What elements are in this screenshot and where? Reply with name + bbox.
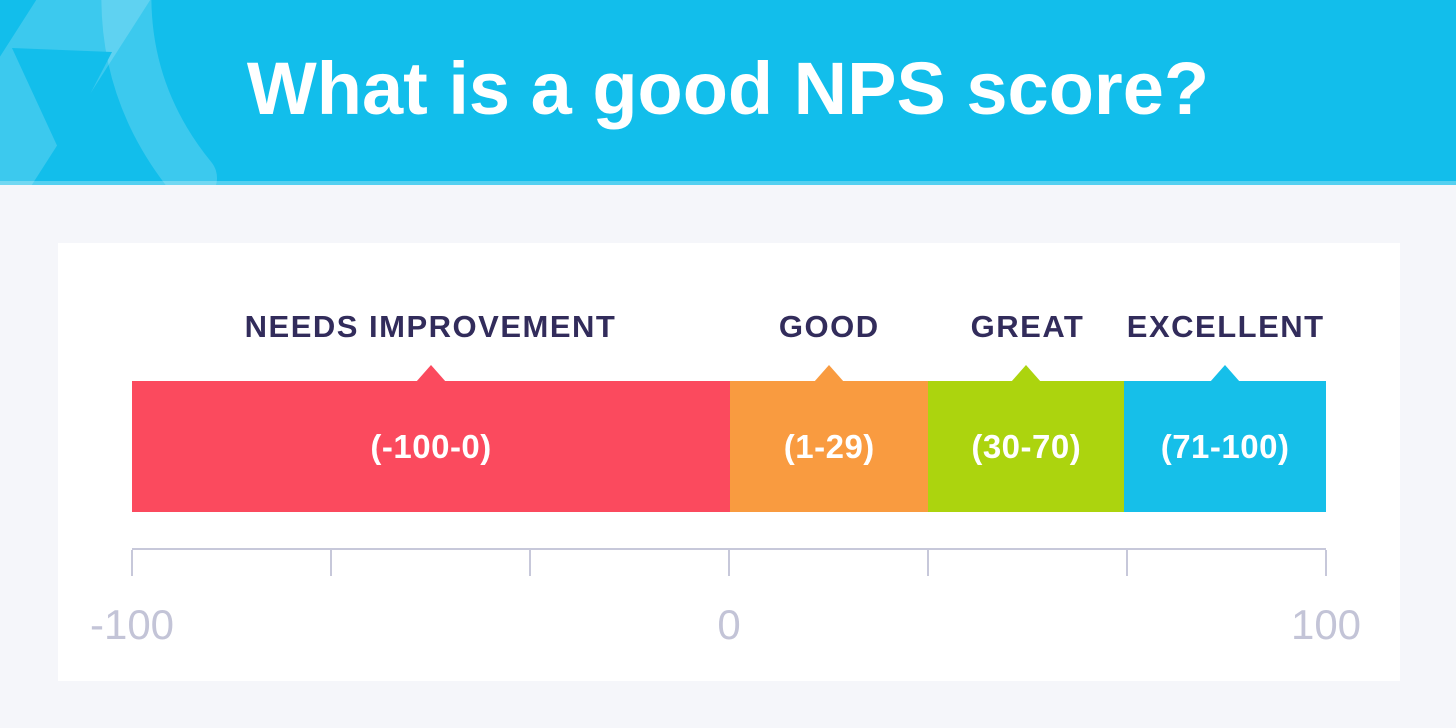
pointer-up-icon: [416, 365, 447, 382]
segment-range-label: (1-29): [783, 427, 875, 465]
pointer-up-icon: [814, 365, 845, 382]
axis-tick: [131, 550, 133, 576]
axis-label-zero: 0: [717, 601, 741, 648]
header-banner: What is a good NPS score?: [0, 0, 1456, 185]
axis-tick: [528, 550, 531, 576]
axis-label-max: 100: [1290, 601, 1362, 648]
segment-good: (1-29): [730, 365, 929, 512]
category-label-excellent: EXCELLENT: [1126, 309, 1325, 344]
segment-excellent: (71-100): [1124, 365, 1326, 512]
nps-scale-card: NEEDS IMPROVEMENT GOOD GREAT EXCELLENT (…: [58, 243, 1400, 681]
axis-tick: [1325, 550, 1327, 576]
pointer-up-icon: [1210, 365, 1241, 382]
axis-tick: [728, 550, 730, 576]
segment-range-label: (30-70): [971, 427, 1082, 465]
axis-label-min: -100: [89, 601, 175, 648]
axis-tick: [927, 550, 929, 576]
nps-scale-chart: NEEDS IMPROVEMENT GOOD GREAT EXCELLENT (…: [90, 243, 1361, 681]
segment-needs-improvement: (-100-0): [132, 365, 731, 512]
segment-range-label: (71-100): [1160, 427, 1290, 465]
segment-great: (30-70): [928, 365, 1125, 512]
axis-tick: [1125, 550, 1128, 576]
category-label-great: GREAT: [970, 309, 1085, 344]
content-area: NEEDS IMPROVEMENT GOOD GREAT EXCELLENT (…: [0, 185, 1456, 728]
axis-tick: [330, 550, 332, 576]
category-label-good: GOOD: [778, 309, 880, 344]
axis-ruler: [131, 548, 1327, 576]
segment-range-label: (-100-0): [370, 427, 492, 465]
score-bar: (-100-0) (1-29) (30-70) (71-100): [132, 365, 1326, 512]
category-label-needs-improvement: NEEDS IMPROVEMENT: [244, 309, 617, 344]
pointer-up-icon: [1011, 365, 1042, 382]
page-title: What is a good NPS score?: [246, 47, 1210, 130]
